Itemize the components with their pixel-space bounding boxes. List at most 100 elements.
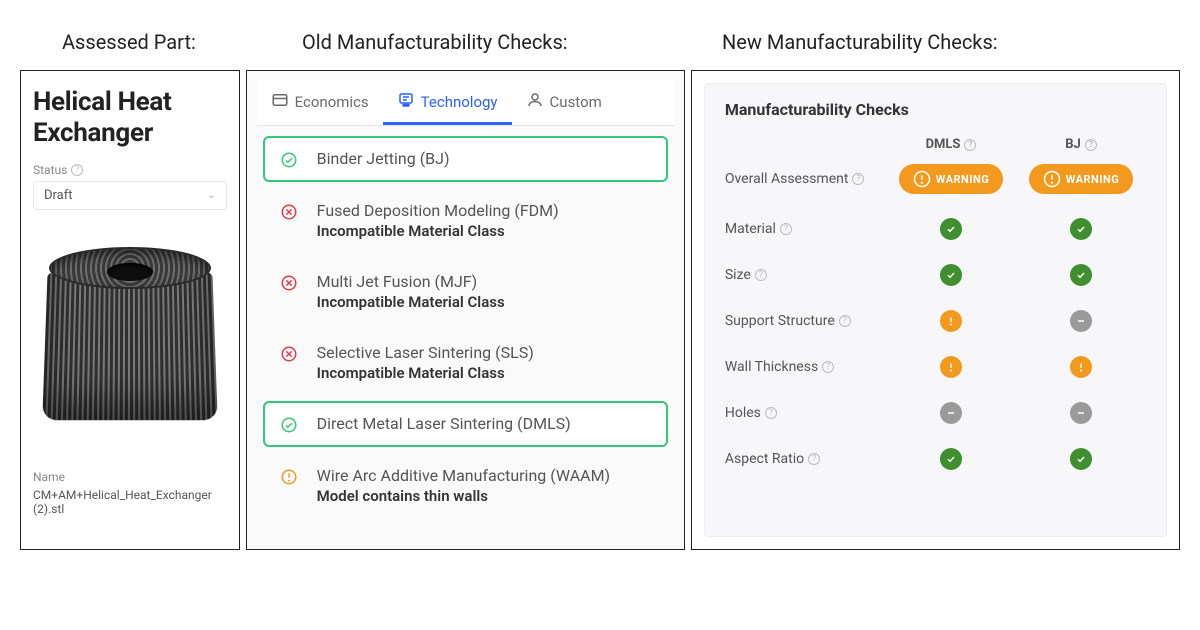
check-label: Holes ? (725, 405, 886, 421)
technology-row[interactable]: Direct Metal Laser Sintering (DMLS) (263, 401, 668, 447)
status-warn-icon (279, 468, 299, 486)
checks-header-row: DMLS ? BJ ? (725, 127, 1146, 152)
column-header: BJ ? (1016, 137, 1146, 152)
help-icon[interactable]: ? (71, 164, 83, 176)
technology-row[interactable]: Selective Laser Sintering (SLS) Incompati… (263, 330, 668, 395)
status-warn-icon (940, 356, 962, 378)
status-na-icon (1070, 402, 1092, 424)
check-cell (1016, 218, 1146, 240)
tab-custom[interactable]: Custom (512, 79, 616, 125)
check-cell (1016, 402, 1146, 424)
status-select[interactable]: Draft ⌄ (33, 181, 227, 210)
status-ok-icon (279, 151, 299, 169)
check-cell (1016, 264, 1146, 286)
check-cell (1016, 310, 1146, 332)
status-label: Status ? (33, 163, 227, 177)
technology-reason: Incompatible Material Class (317, 222, 652, 240)
status-ok-icon (279, 416, 299, 434)
name-label: Name (33, 470, 227, 484)
status-warn-icon (940, 310, 962, 332)
status-ok-icon (1070, 448, 1092, 470)
check-row: Support Structure ? (725, 298, 1146, 344)
help-icon[interactable]: ? (780, 223, 792, 235)
technology-row[interactable]: Wire Arc Additive Manufacturing (WAAM)Mo… (263, 453, 668, 518)
check-cell (886, 264, 1016, 286)
technology-list: Binder Jetting (BJ) Fused Deposition Mode… (257, 126, 674, 541)
column-header: DMLS ? (886, 137, 1016, 152)
part-title-line1: Helical Heat (33, 87, 171, 117)
warning-icon (913, 170, 931, 188)
check-label: Aspect Ratio ? (725, 451, 886, 467)
file-name: CM+AM+Helical_Heat_Exchanger (2).stl (33, 488, 227, 516)
help-icon[interactable]: ? (765, 407, 777, 419)
tab-label: Economics (295, 93, 369, 111)
part-image (33, 224, 227, 454)
technology-name: Selective Laser Sintering (SLS) (317, 343, 652, 362)
chevron-down-icon: ⌄ (207, 190, 215, 201)
assessed-part-panel: Helical Heat Exchanger Status ? Draft ⌄ … (20, 70, 240, 550)
part-3d-render (45, 239, 215, 439)
technology-reason: Incompatible Material Class (317, 364, 652, 382)
warning-text: WARNING (1066, 173, 1120, 186)
technology-name: Fused Deposition Modeling (FDM) (317, 201, 652, 220)
col-0-label: DMLS (926, 137, 961, 152)
technology-name: Binder Jetting (BJ) (317, 149, 652, 168)
status-warn-icon (1070, 356, 1092, 378)
status-na-icon (940, 402, 962, 424)
help-icon[interactable]: ? (1085, 139, 1097, 151)
technology-row[interactable]: Binder Jetting (BJ) (263, 136, 668, 182)
help-icon[interactable]: ? (852, 173, 864, 185)
check-label: Material ? (725, 221, 886, 237)
heading-new: New Manufacturability Checks: (722, 30, 1150, 54)
overall-label: Overall Assessment ? (725, 171, 886, 187)
section-headings: Assessed Part: Old Manufacturability Che… (0, 0, 1200, 70)
check-label: Support Structure ? (725, 313, 886, 329)
help-icon[interactable]: ? (755, 269, 767, 281)
checks-card: Manufacturability Checks DMLS ? BJ ? Ove (704, 83, 1167, 537)
new-checks-panel: Manufacturability Checks DMLS ? BJ ? Ove (691, 70, 1180, 550)
technology-reason: Incompatible Material Class (317, 293, 652, 311)
check-cell (886, 218, 1016, 240)
heading-assessed: Assessed Part: (62, 30, 302, 54)
help-icon[interactable]: ? (808, 453, 820, 465)
technology-icon (397, 91, 415, 113)
technology-name: Multi Jet Fusion (MJF) (317, 272, 652, 291)
status-ok-icon (1070, 218, 1092, 240)
technology-tabs: Economics Technology Custom (257, 79, 674, 126)
old-checks-panel: Economics Technology Custom Binder Jetting… (246, 70, 685, 550)
tab-economics[interactable]: Economics (257, 79, 383, 125)
status-fail-icon (279, 203, 299, 221)
status-ok-icon (940, 264, 962, 286)
status-value: Draft (44, 188, 73, 203)
check-cell (886, 402, 1016, 424)
technology-name: Direct Metal Laser Sintering (DMLS) (317, 414, 652, 433)
overall-assessment-row: Overall Assessment ? WARNING WARNING (725, 152, 1146, 206)
help-icon[interactable]: ? (964, 139, 976, 151)
status-fail-icon (279, 274, 299, 292)
check-cell (1016, 448, 1146, 470)
part-title-line2: Exchanger (33, 118, 153, 148)
check-cell (886, 448, 1016, 470)
heading-old: Old Manufacturability Checks: (302, 30, 722, 54)
check-row: Material ? (725, 206, 1146, 252)
warning-badge: WARNING (899, 164, 1004, 194)
status-na-icon (1070, 310, 1092, 332)
check-row: Wall Thickness ? (725, 344, 1146, 390)
check-label: Size ? (725, 267, 886, 283)
status-ok-icon (940, 218, 962, 240)
tab-technology[interactable]: Technology (383, 79, 512, 125)
status-ok-icon (1070, 264, 1092, 286)
tab-label: Technology (421, 93, 498, 111)
help-icon[interactable]: ? (822, 361, 834, 373)
tab-label: Custom (550, 93, 602, 111)
help-icon[interactable]: ? (839, 315, 851, 327)
warning-badge: WARNING (1029, 164, 1134, 194)
status-label-text: Status (33, 163, 67, 177)
part-title: Helical Heat Exchanger (33, 87, 227, 149)
technology-row[interactable]: Fused Deposition Modeling (FDM) Incompati… (263, 188, 668, 253)
check-row: Holes ? (725, 390, 1146, 436)
check-cell (886, 356, 1016, 378)
technology-name: Wire Arc Additive Manufacturing (WAAM) (317, 466, 652, 485)
overall-label-text: Overall Assessment (725, 171, 849, 187)
technology-row[interactable]: Multi Jet Fusion (MJF) Incompatible Mater… (263, 259, 668, 324)
